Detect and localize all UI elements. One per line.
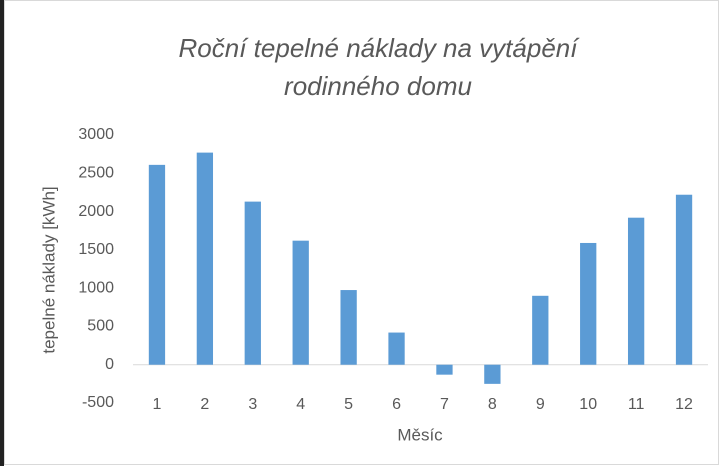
x-tick-label: 9	[536, 396, 545, 413]
y-tick-label: 3000	[78, 126, 114, 143]
bar	[436, 364, 453, 375]
y-tick-label: 500	[87, 318, 114, 335]
x-tick-label: 5	[344, 396, 353, 413]
x-tick-label: 11	[628, 396, 645, 413]
bar	[196, 152, 214, 365]
bar	[340, 290, 357, 365]
y-tick-label: 1000	[78, 279, 114, 296]
chart-title: rodinného domu	[284, 71, 472, 101]
bar	[484, 364, 501, 384]
x-tick-label: 1	[153, 396, 162, 413]
chart-frame	[4, 0, 719, 465]
y-tick-label: 2500	[78, 165, 114, 182]
x-tick-label: 12	[675, 396, 693, 413]
x-tick-label: 6	[392, 396, 401, 413]
bar	[148, 164, 166, 365]
y-tick-label: -500	[82, 394, 114, 411]
y-tick-label: 0	[105, 356, 114, 373]
x-axis-title: Měsíc	[397, 425, 443, 444]
bar	[244, 201, 261, 365]
x-tick-label: 8	[488, 396, 497, 413]
chart-title: Roční tepelné náklady na vytápění	[179, 33, 581, 63]
x-tick-label: 3	[248, 396, 257, 413]
left-edge	[0, 0, 4, 466]
x-tick-label: 10	[579, 396, 597, 413]
y-tick-label: 1500	[78, 241, 114, 258]
bar	[675, 194, 693, 365]
bar	[532, 295, 549, 365]
x-tick-label: 4	[296, 396, 305, 413]
y-tick-label: 2000	[78, 203, 114, 220]
bar	[292, 240, 309, 365]
x-tick-label: 2	[200, 396, 209, 413]
bar	[580, 242, 597, 365]
y-axis-title: tepelné náklady [kWh]	[39, 186, 58, 353]
bar	[627, 217, 645, 365]
x-tick-label: 7	[440, 396, 449, 413]
bar	[388, 332, 405, 365]
